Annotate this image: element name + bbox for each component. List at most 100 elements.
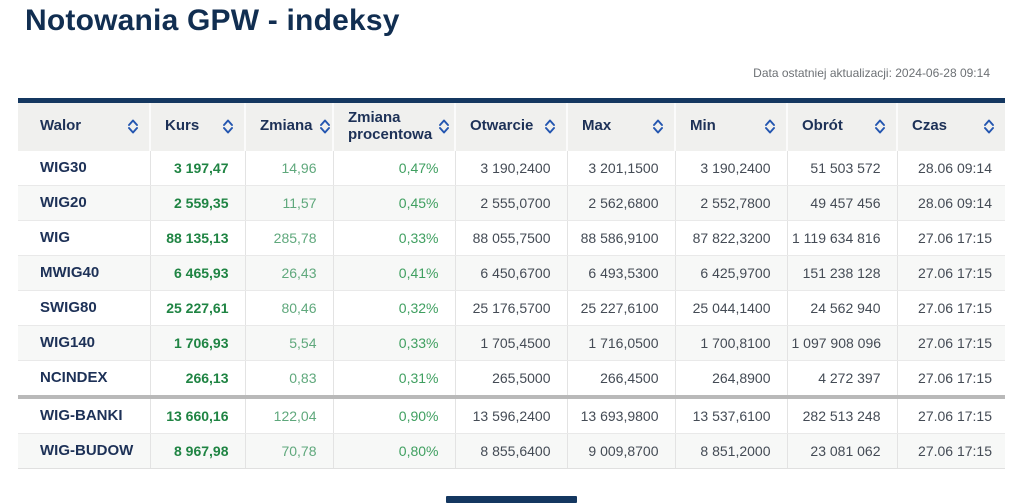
column-header-max[interactable]: Max (567, 100, 676, 151)
column-header-zmiana[interactable]: Zmiana (245, 100, 334, 151)
cell-zmiana: 122,04 (245, 394, 334, 434)
cell-min: 25 044,1400 (675, 290, 788, 326)
sort-icon[interactable] (983, 118, 995, 135)
cell-kurs: 13 660,16 (150, 394, 246, 434)
cell-max: 6 493,5300 (567, 255, 676, 291)
sort-icon[interactable] (438, 118, 450, 135)
sort-icon[interactable] (764, 118, 776, 135)
cell-kurs: 88 135,13 (150, 220, 246, 256)
cell-obrot: 151 238 128 (787, 255, 898, 291)
column-label-walor: Walor (40, 117, 82, 135)
table-row: NCINDEX 266,13 0,83 0,31% 265,5000 266,4500 26… (18, 360, 1005, 397)
column-header-proc[interactable]: Zmiana procentowa (333, 100, 456, 151)
table-row: WIG-BUDOW 8 967,98 70,78 0,80% 8 855,6400 9 0… (18, 433, 1005, 469)
page-title: Notowania GPW - indeksy (25, 4, 400, 37)
sort-icon[interactable] (127, 118, 139, 135)
cell-obrot: 51 503 572 (787, 150, 898, 186)
sort-icon[interactable] (319, 118, 331, 135)
table-row: SWIG80 25 227,61 80,46 0,32% 25 176,5700 25 2… (18, 290, 1005, 326)
sort-icon[interactable] (222, 118, 234, 135)
cell-kurs: 25 227,61 (150, 290, 246, 326)
column-label-zmiana: Zmiana (260, 117, 313, 135)
cell-walor: WIG (18, 220, 151, 256)
column-label-otwarcie: Otwarcie (470, 117, 534, 135)
cell-proc: 0,33% (333, 325, 456, 361)
cell-otwarcie: 88 055,7500 (455, 220, 568, 256)
cell-obrot: 1 119 634 816 (787, 220, 898, 256)
cell-zmiana: 14,96 (245, 150, 334, 186)
cell-czas: 27.06 17:15 (897, 220, 1005, 256)
cell-min: 13 537,6100 (675, 394, 788, 434)
cell-czas: 27.06 17:15 (897, 255, 1005, 291)
cell-obrot: 24 562 940 (787, 290, 898, 326)
column-header-min[interactable]: Min (675, 100, 788, 151)
cell-max: 266,4500 (567, 360, 676, 397)
column-label-kurs: Kurs (165, 117, 200, 135)
cell-min: 8 851,2000 (675, 433, 788, 469)
cell-zmiana: 5,54 (245, 325, 334, 361)
cell-obrot: 23 081 062 (787, 433, 898, 469)
table-row: WIG30 3 197,47 14,96 0,47% 3 190,2400 3 201,1… (18, 150, 1005, 186)
column-header-walor[interactable]: Walor (18, 100, 151, 151)
quotes-table: Walor Kurs Zmiana Zmiana procentowa Otwarcie… (18, 98, 1005, 469)
cell-otwarcie: 265,5000 (455, 360, 568, 397)
table-row: WIG-BANKI 13 660,16 122,04 0,90% 13 596,2400… (18, 394, 1005, 434)
cell-proc: 0,31% (333, 360, 456, 397)
cell-otwarcie: 8 855,6400 (455, 433, 568, 469)
cell-otwarcie: 1 705,4500 (455, 325, 568, 361)
cell-kurs: 8 967,98 (150, 433, 246, 469)
cell-zmiana: 26,43 (245, 255, 334, 291)
cell-czas: 27.06 17:15 (897, 360, 1005, 397)
table-body: WIG30 3 197,47 14,96 0,47% 3 190,2400 3 201,1… (18, 150, 1005, 469)
cell-walor: WIG30 (18, 150, 151, 186)
column-label-proc: Zmiana procentowa (348, 108, 433, 143)
sort-icon[interactable] (652, 118, 664, 135)
cell-min: 1 700,8100 (675, 325, 788, 361)
cell-otwarcie: 3 190,2400 (455, 150, 568, 186)
cell-czas: 27.06 17:15 (897, 290, 1005, 326)
horizontal-scrollbar-thumb[interactable] (446, 496, 577, 503)
cell-max: 3 201,1500 (567, 150, 676, 186)
column-header-obrot[interactable]: Obrót (787, 100, 898, 151)
cell-otwarcie: 6 450,6700 (455, 255, 568, 291)
cell-walor: WIG20 (18, 185, 151, 221)
cell-otwarcie: 13 596,2400 (455, 394, 568, 434)
cell-obrot: 4 272 397 (787, 360, 898, 397)
cell-min: 264,8900 (675, 360, 788, 397)
cell-proc: 0,80% (333, 433, 456, 469)
cell-walor: MWIG40 (18, 255, 151, 291)
column-header-czas[interactable]: Czas (897, 100, 1005, 151)
cell-kurs: 2 559,35 (150, 185, 246, 221)
cell-walor: WIG-BANKI (18, 394, 151, 434)
cell-min: 2 552,7800 (675, 185, 788, 221)
table-header: Walor Kurs Zmiana Zmiana procentowa Otwarcie… (18, 100, 1005, 151)
cell-czas: 28.06 09:14 (897, 150, 1005, 186)
cell-czas: 27.06 17:15 (897, 394, 1005, 434)
cell-min: 87 822,3200 (675, 220, 788, 256)
cell-max: 9 009,8700 (567, 433, 676, 469)
cell-czas: 27.06 17:15 (897, 325, 1005, 361)
cell-proc: 0,47% (333, 150, 456, 186)
cell-otwarcie: 25 176,5700 (455, 290, 568, 326)
column-label-max: Max (582, 117, 612, 135)
cell-max: 1 716,0500 (567, 325, 676, 361)
column-header-otwarcie[interactable]: Otwarcie (455, 100, 568, 151)
cell-max: 2 562,6800 (567, 185, 676, 221)
column-header-kurs[interactable]: Kurs (150, 100, 246, 151)
cell-zmiana: 80,46 (245, 290, 334, 326)
cell-proc: 0,45% (333, 185, 456, 221)
cell-max: 25 227,6100 (567, 290, 676, 326)
cell-otwarcie: 2 555,0700 (455, 185, 568, 221)
column-label-czas: Czas (912, 117, 948, 135)
table-row: WIG20 2 559,35 11,57 0,45% 2 555,0700 2 562,6… (18, 185, 1005, 221)
table-row: MWIG40 6 465,93 26,43 0,41% 6 450,6700 6 493,… (18, 255, 1005, 291)
cell-proc: 0,33% (333, 220, 456, 256)
cell-walor: NCINDEX (18, 360, 151, 397)
cell-zmiana: 70,78 (245, 433, 334, 469)
cell-obrot: 282 513 248 (787, 394, 898, 434)
sort-icon[interactable] (544, 118, 556, 135)
cell-walor: WIG-BUDOW (18, 433, 151, 469)
cell-zmiana: 0,83 (245, 360, 334, 397)
sort-icon[interactable] (874, 118, 886, 135)
cell-kurs: 6 465,93 (150, 255, 246, 291)
